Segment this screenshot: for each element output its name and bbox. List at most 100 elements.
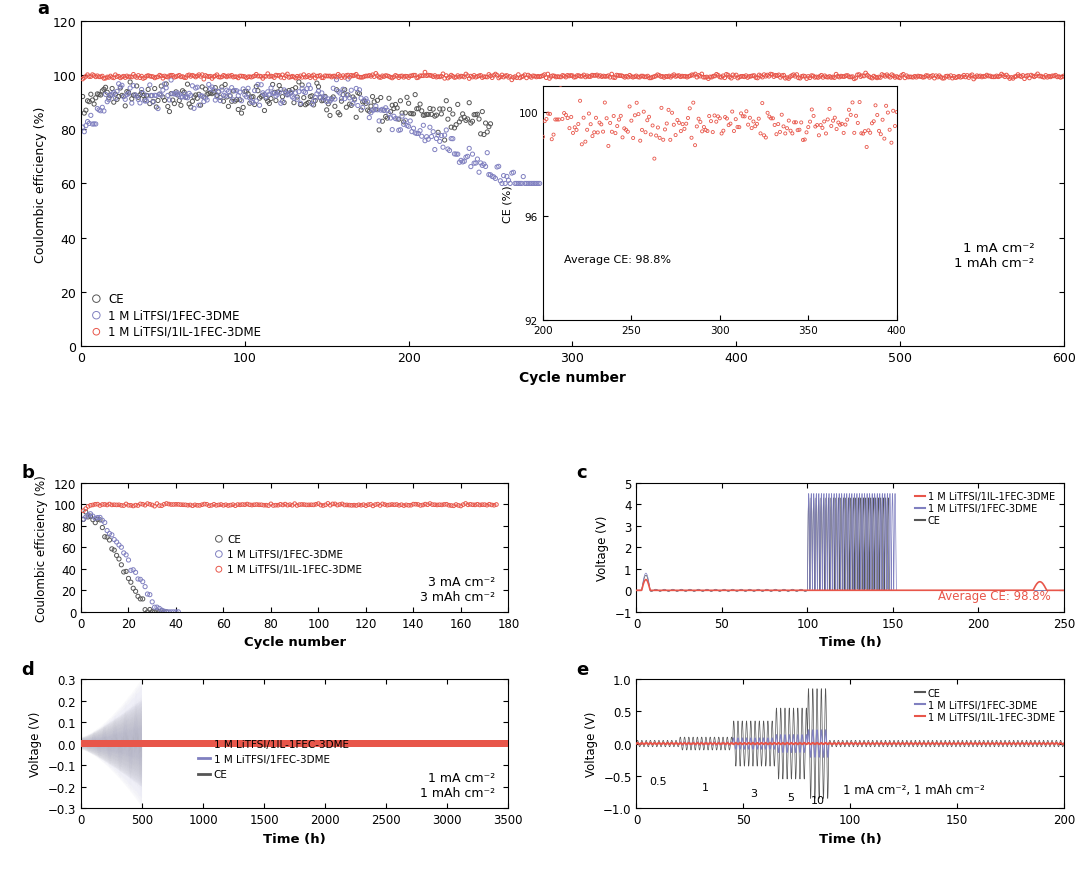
X-axis label: Cycle number: Cycle number bbox=[519, 370, 625, 384]
CE bbox=[112, 558, 130, 572]
CE bbox=[383, 99, 401, 113]
CE bbox=[238, 85, 255, 99]
1 M LiTFSI/1FEC-3DME bbox=[431, 136, 448, 149]
1 M LiTFSI/1FEC-3DME bbox=[421, 121, 438, 135]
1 M LiTFSI/1IL-1FEC-3DME bbox=[1024, 70, 1041, 83]
Text: 3 mA cm⁻²
3 mAh cm⁻²: 3 mA cm⁻² 3 mAh cm⁻² bbox=[420, 575, 496, 603]
1 M LiTFSI/1FEC-3DME bbox=[104, 528, 121, 542]
1 M LiTFSI/1IL-1FEC-3DME bbox=[592, 70, 609, 83]
1 M LiTFSI/1IL-1FEC-3DME bbox=[935, 72, 953, 86]
CE bbox=[125, 90, 143, 103]
CE bbox=[165, 97, 183, 111]
CE bbox=[287, 82, 305, 96]
1 M LiTFSI/1IL-1FEC-3DME bbox=[187, 71, 204, 85]
1 M LiTFSI/1FEC-3DME bbox=[420, 133, 437, 147]
1 M LiTFSI/1FEC-3DME bbox=[116, 547, 133, 561]
1 M LiTFSI/1IL-1FEC-3DME bbox=[108, 70, 125, 84]
1 M LiTFSI/1IL-1FEC-3DME bbox=[335, 70, 352, 83]
CE bbox=[89, 513, 106, 527]
1 M LiTFSI/1IL-1FEC-3DME bbox=[409, 498, 427, 512]
CE bbox=[275, 96, 293, 110]
1 M LiTFSI/1FEC-3DME bbox=[129, 90, 146, 104]
1 M LiTFSI/1IL-1FEC-3DME bbox=[328, 499, 346, 513]
1 M LiTFSI/1IL-1FEC-3DME bbox=[265, 499, 282, 513]
1 M LiTFSI/1FEC-3DME bbox=[187, 82, 204, 96]
1 M LiTFSI/1IL-1FEC-3DME bbox=[504, 71, 522, 85]
1 M LiTFSI/1IL-1FEC-3DME bbox=[395, 71, 413, 85]
1 M LiTFSI/1IL-1FEC-3DME bbox=[86, 498, 104, 512]
1 M LiTFSI/1IL-1FEC-3DME bbox=[608, 69, 625, 83]
1 M LiTFSI/1FEC-3DME bbox=[260, 88, 278, 102]
1 M LiTFSI/1IL-1FEC-3DME bbox=[948, 71, 966, 85]
1 M LiTFSI/1IL-1FEC-3DME bbox=[151, 499, 168, 513]
1 M LiTFSI/1FEC-3DME bbox=[197, 92, 214, 106]
CE bbox=[300, 96, 318, 110]
1 M LiTFSI/1IL-1FEC-3DME bbox=[238, 72, 255, 86]
1 M LiTFSI/1IL-1FEC-3DME bbox=[284, 70, 301, 84]
1 M LiTFSI/1FEC-3DME bbox=[361, 111, 378, 125]
1 M LiTFSI/1FEC-3DME bbox=[409, 128, 427, 142]
1 M LiTFSI/1FEC-3DME bbox=[387, 112, 404, 126]
1 M LiTFSI/1IL-1FEC-3DME bbox=[595, 70, 612, 83]
1 M LiTFSI/1IL-1FEC-3DME bbox=[579, 70, 596, 83]
1 M LiTFSI/1FEC-3DME bbox=[511, 177, 528, 191]
1 M LiTFSI/1IL-1FEC-3DME bbox=[1029, 68, 1047, 82]
CE bbox=[152, 80, 170, 94]
CE bbox=[118, 85, 135, 99]
Legend: 1 M LiTFSI/1IL-1FEC-3DME, 1 M LiTFSI/1FEC-3DME, CE: 1 M LiTFSI/1IL-1FEC-3DME, 1 M LiTFSI/1FE… bbox=[193, 735, 353, 784]
1 M LiTFSI/1IL-1FEC-3DME bbox=[536, 69, 553, 83]
1 M LiTFSI/1IL-1FEC-3DME bbox=[372, 499, 389, 513]
1 M LiTFSI/1IL-1FEC-3DME bbox=[332, 498, 349, 512]
CE bbox=[168, 89, 186, 103]
1 M LiTFSI/1IL-1FEC-3DME bbox=[951, 71, 969, 85]
CE bbox=[463, 116, 481, 129]
1 M LiTFSI/1IL-1FEC-3DME bbox=[370, 71, 388, 85]
CE bbox=[271, 79, 288, 93]
1 M LiTFSI/1IL-1FEC-3DME bbox=[796, 70, 813, 84]
1 M LiTFSI/1IL-1FEC-3DME bbox=[122, 499, 139, 513]
1 M LiTFSI/1FEC-3DME bbox=[294, 83, 311, 96]
1 M LiTFSI/1FEC-3DME bbox=[246, 84, 264, 98]
1 M LiTFSI/1FEC-3DME bbox=[468, 157, 485, 171]
1 M LiTFSI/1FEC-3DME bbox=[529, 177, 546, 191]
1 M LiTFSI/1IL-1FEC-3DME bbox=[254, 72, 271, 86]
CE bbox=[96, 530, 113, 544]
1 M LiTFSI/1IL-1FEC-3DME bbox=[262, 497, 280, 511]
1 M LiTFSI/1IL-1FEC-3DME bbox=[798, 72, 815, 86]
1 M LiTFSI/1IL-1FEC-3DME bbox=[937, 70, 955, 84]
CE bbox=[374, 115, 391, 129]
1 M LiTFSI/1IL-1FEC-3DME bbox=[455, 498, 472, 512]
1 M LiTFSI/1FEC-3DME bbox=[193, 90, 211, 103]
1 M LiTFSI/1IL-1FEC-3DME bbox=[156, 498, 173, 512]
CE bbox=[100, 92, 118, 106]
1 M LiTFSI/1IL-1FEC-3DME bbox=[246, 70, 264, 83]
1 M LiTFSI/1IL-1FEC-3DME bbox=[177, 498, 194, 512]
CE bbox=[141, 97, 159, 111]
1 M LiTFSI/1IL-1FEC-3DME bbox=[766, 70, 783, 84]
1 M LiTFSI/1IL-1FEC-3DME bbox=[963, 69, 981, 83]
1 M LiTFSI/1IL-1FEC-3DME bbox=[164, 70, 181, 83]
1 M LiTFSI/1IL-1FEC-3DME bbox=[795, 70, 812, 83]
1 M LiTFSI/1IL-1FEC-3DME bbox=[481, 498, 498, 512]
CE bbox=[77, 506, 94, 520]
1 M LiTFSI/1IL-1FEC-3DME bbox=[926, 72, 943, 86]
1 M LiTFSI/1IL-1FEC-3DME bbox=[197, 70, 214, 83]
CE bbox=[361, 105, 378, 119]
1 M LiTFSI/1IL-1FEC-3DME bbox=[941, 71, 958, 85]
1 M LiTFSI/1IL-1FEC-3DME bbox=[274, 499, 292, 513]
Text: 1 mA cm⁻²
1 mAh cm⁻²: 1 mA cm⁻² 1 mAh cm⁻² bbox=[955, 242, 1035, 269]
1 M LiTFSI/1FEC-3DME bbox=[319, 96, 336, 109]
1 M LiTFSI/1IL-1FEC-3DME bbox=[253, 498, 270, 512]
1 M LiTFSI/1IL-1FEC-3DME bbox=[773, 70, 791, 83]
1 M LiTFSI/1IL-1FEC-3DME bbox=[141, 498, 159, 512]
1 M LiTFSI/1IL-1FEC-3DME bbox=[566, 71, 583, 85]
1 M LiTFSI/1IL-1FEC-3DME bbox=[168, 70, 186, 83]
1 M LiTFSI/1IL-1FEC-3DME bbox=[462, 70, 480, 84]
1 M LiTFSI/1IL-1FEC-3DME bbox=[687, 68, 704, 82]
1 M LiTFSI/1IL-1FEC-3DME bbox=[850, 69, 867, 83]
1 M LiTFSI/1FEC-3DME bbox=[423, 130, 441, 144]
CE bbox=[400, 97, 417, 111]
1 M LiTFSI/1FEC-3DME bbox=[136, 580, 153, 594]
1 M LiTFSI/1IL-1FEC-3DME bbox=[808, 71, 825, 85]
Legend: CE, 1 M LiTFSI/1FEC-3DME, 1 M LiTFSI/1IL-1FEC-3DME: CE, 1 M LiTFSI/1FEC-3DME, 1 M LiTFSI/1IL… bbox=[86, 290, 264, 341]
